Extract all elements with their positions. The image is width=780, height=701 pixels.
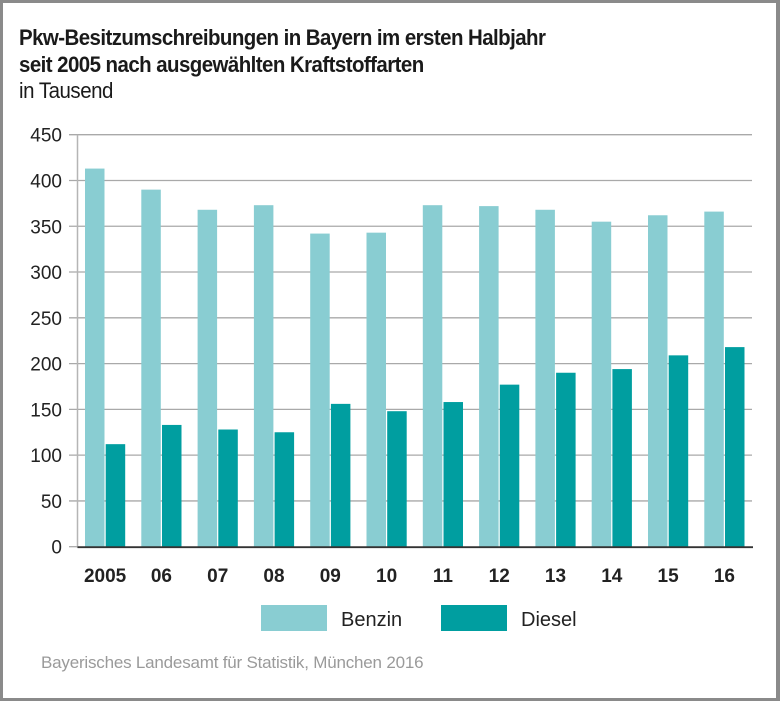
x-tick-label: 09	[320, 566, 341, 587]
bar-diesel	[556, 372, 576, 547]
chart-unit-label: in Tausend	[19, 78, 113, 103]
bar-benzin	[535, 209, 555, 547]
legend-item-diesel: Diesel	[441, 605, 577, 631]
y-tick-label: 50	[41, 492, 62, 513]
legend: Benzin Diesel	[261, 605, 577, 631]
bar-diesel	[725, 347, 745, 547]
bar-diesel	[387, 411, 407, 547]
legend-swatch-diesel	[441, 605, 507, 631]
x-tick-label: 12	[489, 566, 510, 587]
chart-title: Pkw-Besitzumschreibungen in Bayern im er…	[19, 24, 546, 78]
bar-diesel	[162, 424, 182, 547]
bar-benzin	[85, 168, 105, 547]
y-tick-label: 0	[51, 538, 62, 559]
x-tick-label: 16	[714, 566, 735, 587]
legend-swatch-benzin	[261, 605, 327, 631]
y-tick-label: 100	[30, 446, 62, 467]
bar-diesel	[499, 384, 520, 547]
x-tick-label: 2005	[84, 566, 127, 587]
legend-item-benzin: Benzin	[261, 605, 402, 631]
bar-diesel	[612, 369, 632, 547]
bar-benzin	[648, 215, 668, 547]
bar-benzin	[141, 189, 161, 547]
bar-benzin	[253, 205, 274, 547]
bar-benzin	[422, 205, 443, 547]
bar-benzin	[197, 209, 218, 547]
bars	[85, 168, 745, 547]
gridlines	[69, 134, 752, 548]
x-axis-ticks: 2005 06 07 08 09 10 11 12 13 14 15 16	[84, 566, 735, 587]
bar-diesel	[443, 402, 463, 547]
y-tick-label: 250	[30, 309, 62, 330]
y-tick-label: 200	[30, 355, 62, 376]
source-note: Bayerisches Landesamt für Statistik, Mün…	[41, 653, 424, 672]
bar-benzin	[704, 211, 724, 547]
x-tick-label: 07	[207, 566, 228, 587]
bar-diesel	[330, 403, 351, 547]
y-tick-label: 450	[30, 126, 62, 147]
bar-benzin	[366, 232, 386, 547]
bar-diesel	[668, 355, 689, 547]
axes	[76, 134, 753, 549]
legend-label-diesel: Diesel	[521, 609, 577, 631]
chart-title-line-2: seit 2005 nach ausgewählten Kraftstoffar…	[19, 52, 424, 77]
x-tick-label: 11	[433, 566, 454, 587]
x-tick-label: 14	[601, 566, 623, 587]
x-tick-label: 13	[545, 566, 566, 587]
chart-title-line-1: Pkw-Besitzumschreibungen in Bayern im er…	[19, 25, 546, 50]
bar-benzin	[591, 221, 612, 547]
legend-label-benzin: Benzin	[341, 609, 402, 631]
x-tick-label: 10	[376, 566, 397, 587]
bar-benzin	[479, 206, 499, 547]
bar-diesel	[218, 429, 238, 547]
x-tick-label: 15	[658, 566, 680, 587]
bar-diesel	[274, 432, 295, 547]
y-tick-label: 150	[30, 400, 62, 421]
y-tick-label: 300	[30, 263, 62, 284]
y-axis-ticks: 0 50 100 150 200 250 300 350 400 450	[30, 126, 62, 559]
y-tick-label: 400	[30, 171, 62, 192]
bar-diesel	[105, 444, 126, 547]
y-tick-label: 350	[30, 217, 62, 238]
x-tick-label: 06	[151, 566, 172, 587]
x-tick-label: 08	[263, 566, 284, 587]
bar-benzin	[310, 233, 330, 547]
